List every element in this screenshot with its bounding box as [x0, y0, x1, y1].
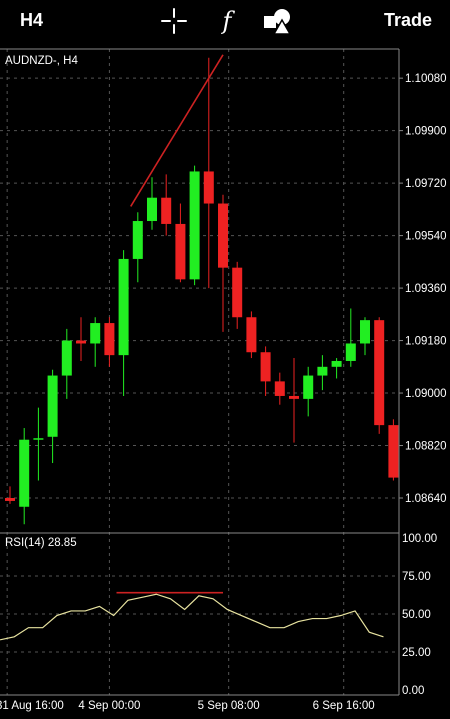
candle-body	[104, 323, 115, 356]
price-tick-label: 1.10080	[405, 73, 447, 85]
candle-body	[5, 498, 15, 501]
candle	[374, 317, 385, 434]
time-label: 6 Sep 16:00	[313, 700, 375, 712]
candle-body	[374, 320, 385, 426]
time-grid	[6, 49, 345, 695]
rsi-label: RSI(14) 28.85	[5, 537, 77, 549]
candlestick-series	[5, 57, 399, 525]
price-tick-label: 1.09000	[405, 388, 447, 400]
candle-body	[90, 323, 101, 344]
candle	[132, 212, 143, 283]
candle	[33, 407, 44, 481]
candle	[317, 355, 328, 391]
trendlines[interactable]	[116, 54, 224, 594]
candle-body	[303, 375, 314, 399]
rsi-series	[0, 593, 384, 641]
candle	[19, 428, 30, 525]
price-trendline[interactable]	[130, 54, 224, 207]
rsi-line	[0, 593, 384, 641]
price-tick-label: 1.09540	[405, 231, 447, 243]
candle-body	[218, 203, 228, 268]
symbol-label: AUDNZD-, H4	[5, 55, 78, 67]
rsi-axis: 100.00 75.00 50.00 25.00 0.00	[402, 533, 437, 697]
candle-body	[289, 395, 299, 399]
candle-body	[317, 366, 328, 376]
price-grid	[0, 77, 399, 499]
candle-body	[274, 381, 285, 396]
candle	[5, 486, 15, 504]
timeframe-button[interactable]: H4	[20, 10, 44, 30]
svg-text:f: f	[221, 7, 236, 35]
time-label: 31 Aug 16:00	[0, 700, 64, 712]
candle	[260, 346, 271, 396]
rsi-tick-label: 50.00	[402, 609, 431, 621]
price-tick-label: 1.09180	[405, 336, 447, 348]
candle	[246, 311, 257, 359]
candle-body	[47, 375, 58, 437]
candle	[61, 328, 72, 399]
candle-body	[360, 320, 370, 344]
candle-body	[331, 360, 342, 367]
candle	[90, 317, 101, 367]
candle-body	[175, 223, 186, 280]
rsi-tick-label: 75.00	[402, 571, 431, 583]
time-axis: 31 Aug 16:00 4 Sep 00:00 5 Sep 08:00 6 Sep …	[0, 700, 375, 712]
rsi-tick-label: 0.00	[402, 685, 424, 697]
price-tick-label: 1.09900	[405, 126, 447, 138]
price-axis: 1.10080 1.09900 1.09720 1.09540 1.09360 1.091…	[399, 73, 447, 505]
toolbar: H4 f Trade	[0, 0, 450, 44]
candle	[303, 366, 314, 417]
crosshair-icon[interactable]	[159, 6, 189, 36]
candle	[345, 308, 356, 367]
candle	[47, 369, 58, 464]
candle	[274, 372, 285, 405]
price-tick-label: 1.08820	[405, 441, 447, 453]
candle-body	[132, 221, 143, 259]
candle-body	[388, 425, 399, 478]
candle	[203, 57, 214, 289]
candle-body	[61, 340, 72, 376]
rsi-tick-label: 25.00	[402, 647, 431, 659]
candle	[161, 174, 172, 236]
candle-body	[189, 171, 200, 280]
time-label: 5 Sep 08:00	[198, 700, 260, 712]
chart-area[interactable]: 1.10080 1.09900 1.09720 1.09540 1.09360 1.091…	[0, 46, 450, 714]
rsi-tick-label: 100.00	[402, 533, 437, 545]
candle	[388, 419, 399, 481]
candle	[218, 194, 228, 332]
candle	[331, 358, 342, 379]
candle-body	[345, 343, 356, 361]
candle	[118, 250, 129, 396]
candle	[232, 261, 243, 329]
candle-body	[147, 197, 157, 222]
candle	[147, 177, 157, 230]
candle-body	[246, 317, 257, 353]
candle-body	[203, 171, 214, 204]
candle	[175, 203, 186, 283]
function-f-icon[interactable]: f	[212, 6, 242, 36]
price-tick-label: 1.08640	[405, 493, 447, 505]
trade-button[interactable]: Trade	[383, 10, 432, 30]
time-label: 4 Sep 00:00	[78, 700, 140, 712]
candle-body	[161, 197, 172, 224]
candle	[189, 165, 200, 286]
candle-body	[260, 352, 271, 382]
candle-body	[232, 267, 243, 318]
candle-body	[19, 439, 30, 507]
candle	[289, 358, 299, 443]
shapes-icon[interactable]	[262, 6, 292, 36]
candle	[76, 317, 86, 361]
price-tick-label: 1.09720	[405, 178, 447, 190]
candle	[360, 317, 370, 356]
pane-borders	[0, 48, 400, 696]
candle-body	[118, 258, 129, 356]
chart-svg: 1.10080 1.09900 1.09720 1.09540 1.09360 1.091…	[0, 48, 447, 712]
candle-body	[33, 438, 44, 440]
candle	[104, 317, 115, 367]
price-tick-label: 1.09360	[405, 283, 447, 295]
candle-body	[76, 340, 86, 344]
